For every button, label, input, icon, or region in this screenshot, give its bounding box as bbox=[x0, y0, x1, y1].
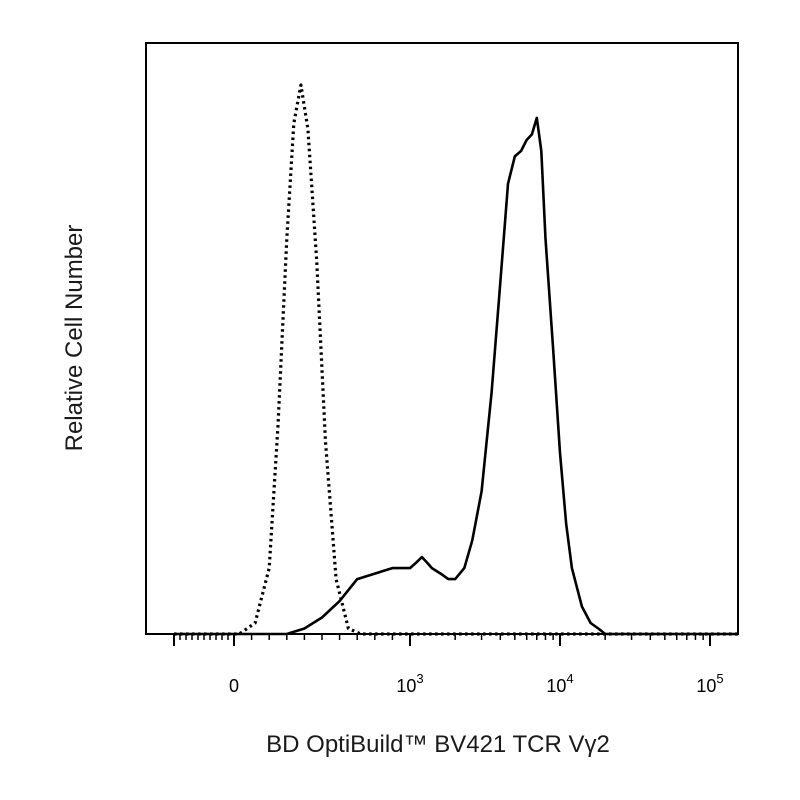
major-tick-group bbox=[173, 634, 711, 646]
series-group bbox=[174, 83, 738, 636]
x-tick-label: 105 bbox=[696, 671, 723, 696]
x-tick-label-exponent: 3 bbox=[416, 671, 423, 686]
x-tick-label-exponent: 5 bbox=[716, 671, 723, 686]
x-tick-label-base: 10 bbox=[396, 676, 416, 696]
control-histogram-line bbox=[174, 83, 738, 636]
x-tick-label: 103 bbox=[396, 671, 423, 696]
x-tick-label: 104 bbox=[546, 671, 573, 696]
x-tick-label-base: 10 bbox=[546, 676, 566, 696]
x-tick-label-base: 0 bbox=[229, 676, 239, 696]
x-axis-title: BD OptiBuild™ BV421 TCR Vγ2 bbox=[266, 731, 610, 758]
x-tick-label-group: 0 103 104 105 bbox=[229, 671, 724, 696]
x-tick-label-base: 10 bbox=[696, 676, 716, 696]
x-tick-label: 0 bbox=[229, 676, 239, 696]
plot-frame bbox=[145, 42, 739, 635]
x-tick-label-exponent: 4 bbox=[566, 671, 573, 686]
stained-histogram-line bbox=[174, 116, 738, 636]
y-axis-title: Relative Cell Number bbox=[61, 225, 88, 452]
